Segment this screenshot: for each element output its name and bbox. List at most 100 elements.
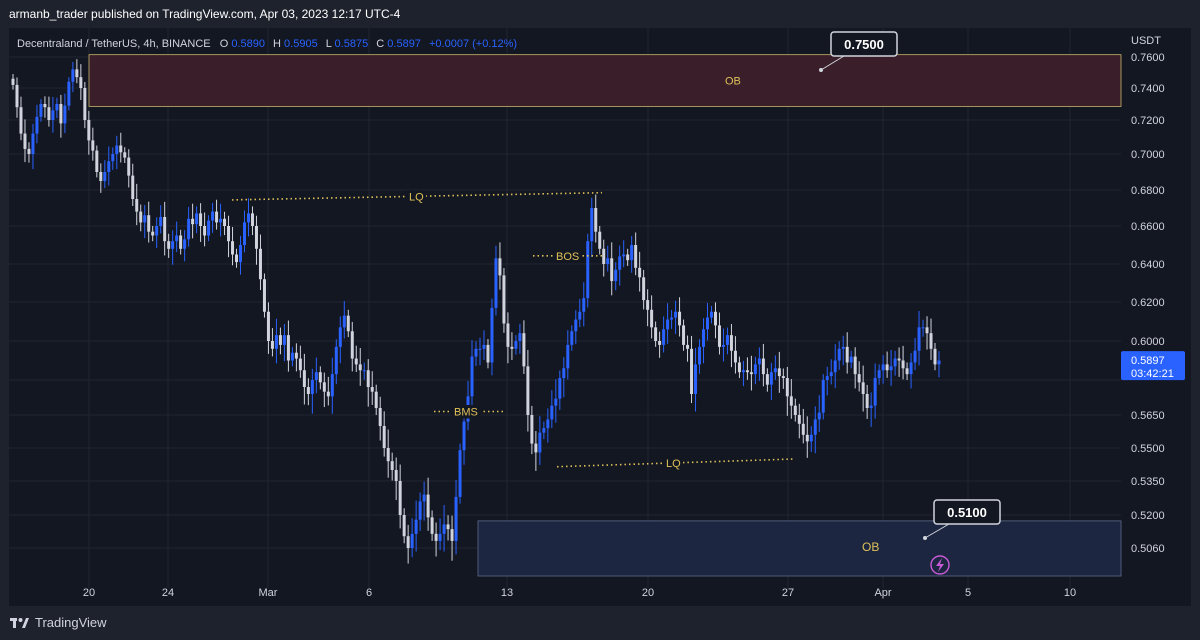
candle-body (91, 140, 95, 151)
candle-body (749, 372, 753, 375)
callout-top-price: 0.7500 (844, 37, 884, 52)
candle-body (450, 529, 454, 541)
candle-body (777, 368, 781, 377)
close-value: 0.5897 (387, 38, 421, 50)
candle-body (406, 536, 410, 548)
high-label: H (273, 38, 281, 50)
candle-body (921, 327, 925, 329)
candle-body (534, 443, 538, 453)
high-value: 0.5905 (284, 38, 318, 50)
candle-body (917, 327, 921, 351)
candle-body (729, 335, 733, 351)
candle-body (135, 199, 139, 212)
symbol-legend: Decentraland / TetherUS, 4h, BINANCE O 0… (17, 38, 517, 50)
candle-body (925, 327, 929, 334)
candle-body (63, 105, 67, 124)
candle-body (358, 364, 362, 371)
candle-body (721, 344, 725, 347)
candle-body (753, 364, 757, 375)
candle-body (258, 248, 262, 280)
candle-body (43, 104, 47, 108)
candle-body (71, 69, 75, 82)
candle-body (562, 368, 566, 379)
candle-body (386, 448, 390, 462)
candle-body (901, 360, 905, 369)
candle-body (694, 364, 698, 394)
candle-body (254, 226, 258, 249)
open-value: 0.5890 (231, 38, 265, 50)
candle-body (829, 372, 833, 377)
chart-svg[interactable]: LQ LQ BOS BMS OB OB 0.7500 0.5100 USDT 0… (9, 28, 1191, 606)
candle-body (442, 524, 446, 534)
candle-body (31, 133, 35, 154)
candle-body (322, 382, 326, 392)
chart-area[interactable]: LQ LQ BOS BMS OB OB 0.7500 0.5100 USDT 0… (9, 28, 1191, 606)
candle-body (23, 133, 27, 149)
candle-body (885, 364, 889, 371)
price-axis[interactable]: USDT 0.7600 0.7400 0.7200 0.7000 0.6800 0.660… (1131, 35, 1165, 555)
candle-body (702, 329, 706, 347)
bar-countdown: 03:42:21 (1131, 368, 1174, 380)
ob-top-zone[interactable] (88, 54, 1122, 107)
candle-body (542, 428, 546, 433)
callout-top-box[interactable] (830, 31, 898, 57)
low-value: 0.5875 (335, 38, 369, 50)
candle-body (466, 396, 470, 422)
candle-body (147, 215, 151, 232)
candle-body (514, 341, 518, 349)
tradingview-logo[interactable]: TradingView (10, 615, 107, 630)
candle-body (394, 470, 398, 481)
candle-body (175, 235, 179, 242)
candle-body (422, 494, 426, 502)
candle-body (586, 241, 590, 299)
candle-body (462, 421, 466, 451)
candle-body (614, 269, 618, 282)
candle-body (211, 211, 215, 221)
candle-body (414, 519, 418, 534)
candle-body (227, 226, 231, 242)
candle-body (546, 419, 550, 429)
callout-bottom-box[interactable] (933, 499, 1001, 525)
candle-body (366, 370, 370, 387)
candle-body (67, 81, 71, 106)
price-tick-label: 0.6800 (1131, 185, 1165, 197)
callout-top-pointer (820, 55, 845, 71)
price-tick-label: 0.6000 (1131, 336, 1165, 348)
candle-body (502, 275, 506, 324)
candle-body (682, 325, 686, 345)
price-tick-label: 0.6200 (1131, 297, 1165, 309)
candle-body (654, 327, 658, 341)
candle-body (498, 258, 502, 276)
candle-body (530, 415, 534, 444)
candle-body (713, 311, 717, 326)
candle-body (638, 267, 642, 278)
candle-body (773, 368, 777, 373)
candle-body (558, 378, 562, 399)
candle-body (187, 218, 191, 240)
time-tick-label: Apr (874, 587, 891, 599)
tradingview-brand: TradingView (35, 615, 107, 630)
time-axis[interactable]: 20 24 Mar 6 13 20 27 Apr 5 10 (83, 587, 1076, 599)
candle-body (630, 245, 634, 261)
candle-body (87, 120, 91, 141)
annotations: LQ LQ BOS BMS OB OB (231, 76, 879, 554)
candle-body (143, 215, 147, 223)
candle-body (111, 154, 115, 162)
candle-body (757, 358, 761, 365)
candle-body (574, 319, 578, 332)
candle-body (163, 217, 167, 242)
candle-body (434, 533, 438, 541)
candle-body (570, 331, 574, 345)
close-label: C (376, 38, 384, 50)
candle-body (813, 419, 817, 435)
lightning-icon[interactable] (930, 555, 950, 575)
ob-bottom-zone[interactable] (477, 520, 1122, 577)
candle-body (243, 222, 246, 245)
candle-body (195, 213, 199, 225)
candle-body (626, 254, 630, 261)
candle-body (155, 226, 159, 236)
lq-top-line[interactable] (231, 191, 603, 201)
price-tick-label: 0.6400 (1131, 259, 1165, 271)
symbol-name: Decentraland / TetherUS, 4h, BINANCE (17, 38, 211, 50)
candle-body (290, 352, 294, 361)
